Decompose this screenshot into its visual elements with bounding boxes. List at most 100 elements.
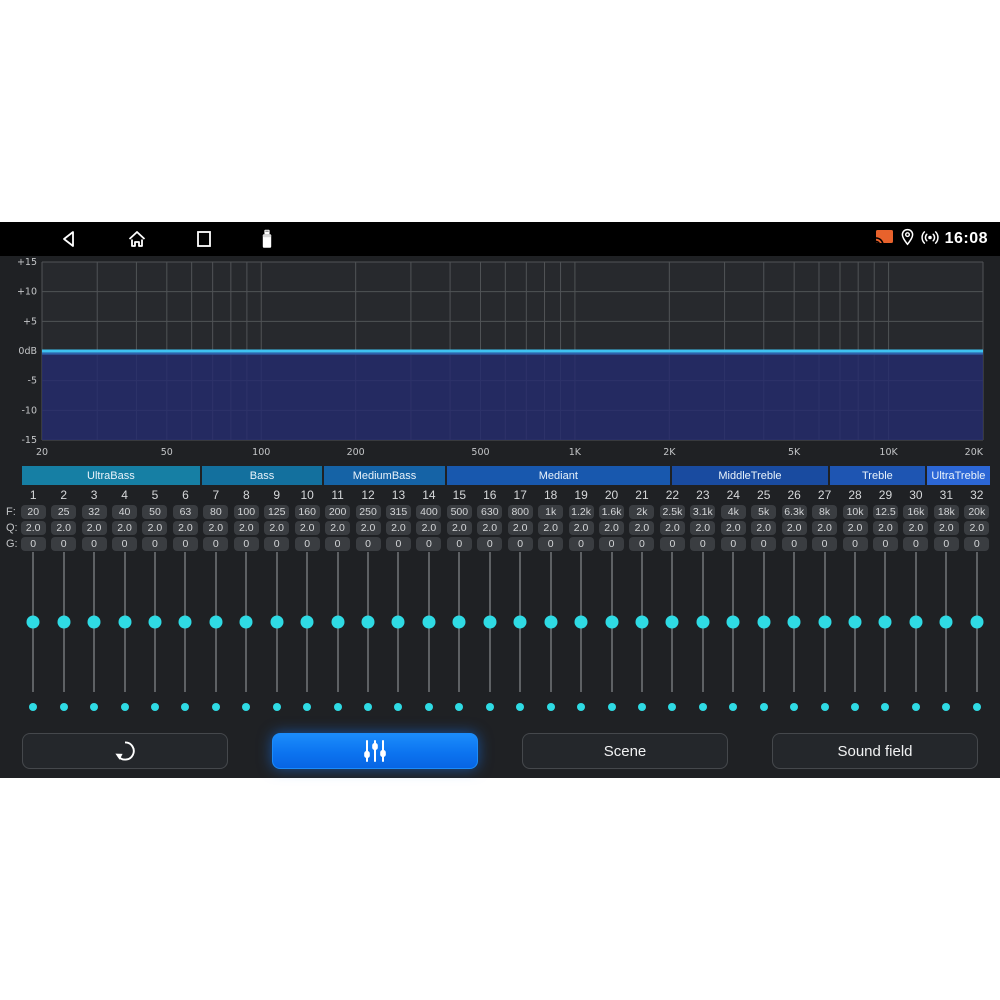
slider-knob[interactable] bbox=[118, 615, 132, 629]
band-indicator-dot[interactable] bbox=[759, 703, 768, 711]
frequency-chip[interactable]: 40 bbox=[112, 505, 138, 519]
gain-chip[interactable]: 0 bbox=[812, 537, 838, 551]
frequency-chip[interactable]: 1.2k bbox=[568, 505, 594, 519]
slider-knob[interactable] bbox=[422, 615, 436, 629]
gain-chip[interactable]: 0 bbox=[355, 537, 381, 551]
scene-button[interactable]: Scene bbox=[522, 733, 728, 769]
frequency-chip[interactable]: 12.5 bbox=[872, 505, 898, 519]
q-chip[interactable]: 2.0 bbox=[781, 521, 807, 535]
q-chip[interactable]: 2.0 bbox=[538, 521, 564, 535]
band-indicator-dot[interactable] bbox=[455, 703, 464, 711]
gain-chip[interactable]: 0 bbox=[538, 537, 564, 551]
band-indicator-dot[interactable] bbox=[972, 703, 981, 711]
frequency-chip[interactable]: 400 bbox=[416, 505, 442, 519]
gain-chip[interactable]: 0 bbox=[112, 537, 138, 551]
frequency-chip[interactable]: 250 bbox=[355, 505, 381, 519]
band-group-mediumbass[interactable]: MediumBass bbox=[324, 466, 445, 485]
slider-knob[interactable] bbox=[878, 615, 892, 629]
gain-chip[interactable]: 0 bbox=[51, 537, 77, 551]
band-indicator-dot[interactable] bbox=[881, 703, 890, 711]
band-indicator-dot[interactable] bbox=[516, 703, 525, 711]
band-indicator-dot[interactable] bbox=[333, 703, 342, 711]
q-chip[interactable]: 2.0 bbox=[477, 521, 503, 535]
gain-chip[interactable]: 0 bbox=[142, 537, 168, 551]
frequency-chip[interactable]: 32 bbox=[81, 505, 107, 519]
gain-chip[interactable]: 0 bbox=[264, 537, 290, 551]
slider-knob[interactable] bbox=[331, 615, 345, 629]
band-indicator-dot[interactable] bbox=[424, 703, 433, 711]
band-indicator-dot[interactable] bbox=[242, 703, 251, 711]
band-indicator-dot[interactable] bbox=[485, 703, 494, 711]
slider-knob[interactable] bbox=[209, 615, 223, 629]
equalizer-button[interactable] bbox=[272, 733, 478, 769]
q-chip[interactable]: 2.0 bbox=[203, 521, 229, 535]
slider-knob[interactable] bbox=[26, 615, 40, 629]
q-chip[interactable]: 2.0 bbox=[964, 521, 990, 535]
slider-knob[interactable] bbox=[635, 615, 649, 629]
band-indicator-dot[interactable] bbox=[668, 703, 677, 711]
band-indicator-dot[interactable] bbox=[120, 703, 129, 711]
band-group-middletreble[interactable]: MiddleTreble bbox=[671, 466, 828, 485]
q-chip[interactable]: 2.0 bbox=[112, 521, 138, 535]
band-indicator-dot[interactable] bbox=[546, 703, 555, 711]
frequency-chip[interactable]: 2.5k bbox=[659, 505, 685, 519]
gain-chip[interactable]: 0 bbox=[446, 537, 472, 551]
frequency-chip[interactable]: 630 bbox=[477, 505, 503, 519]
gain-chip[interactable]: 0 bbox=[933, 537, 959, 551]
q-chip[interactable]: 2.0 bbox=[294, 521, 320, 535]
gain-chip[interactable]: 0 bbox=[781, 537, 807, 551]
band-group-ultratreble[interactable]: UltraTreble bbox=[926, 466, 990, 485]
q-chip[interactable]: 2.0 bbox=[51, 521, 77, 535]
band-indicator-dot[interactable] bbox=[729, 703, 738, 711]
gain-chip[interactable]: 0 bbox=[233, 537, 259, 551]
band-indicator-dot[interactable] bbox=[59, 703, 68, 711]
reset-button[interactable] bbox=[22, 733, 228, 769]
band-indicator-dot[interactable] bbox=[851, 703, 860, 711]
frequency-chip[interactable]: 18k bbox=[933, 505, 959, 519]
q-chip[interactable]: 2.0 bbox=[720, 521, 746, 535]
slider-knob[interactable] bbox=[148, 615, 162, 629]
gain-chip[interactable]: 0 bbox=[842, 537, 868, 551]
slider-knob[interactable] bbox=[452, 615, 466, 629]
frequency-chip[interactable]: 800 bbox=[507, 505, 533, 519]
q-chip[interactable]: 2.0 bbox=[20, 521, 46, 535]
frequency-chip[interactable]: 125 bbox=[264, 505, 290, 519]
frequency-chip[interactable]: 16k bbox=[903, 505, 929, 519]
frequency-chip[interactable]: 20k bbox=[964, 505, 990, 519]
gain-chip[interactable]: 0 bbox=[751, 537, 777, 551]
frequency-chip[interactable]: 500 bbox=[446, 505, 472, 519]
gain-chip[interactable]: 0 bbox=[568, 537, 594, 551]
band-group-mediant[interactable]: Mediant bbox=[446, 466, 670, 485]
gain-chip[interactable]: 0 bbox=[599, 537, 625, 551]
band-indicator-dot[interactable] bbox=[364, 703, 373, 711]
q-chip[interactable]: 2.0 bbox=[446, 521, 472, 535]
band-group-ultrabass[interactable]: UltraBass bbox=[22, 466, 200, 485]
sound-field-button[interactable]: Sound field bbox=[772, 733, 978, 769]
band-indicator-dot[interactable] bbox=[942, 703, 951, 711]
q-chip[interactable]: 2.0 bbox=[355, 521, 381, 535]
q-chip[interactable]: 2.0 bbox=[325, 521, 351, 535]
q-chip[interactable]: 2.0 bbox=[416, 521, 442, 535]
q-chip[interactable]: 2.0 bbox=[751, 521, 777, 535]
gain-chip[interactable]: 0 bbox=[477, 537, 503, 551]
band-indicator-dot[interactable] bbox=[607, 703, 616, 711]
band-group-bass[interactable]: Bass bbox=[201, 466, 323, 485]
frequency-chip[interactable]: 10k bbox=[842, 505, 868, 519]
q-chip[interactable]: 2.0 bbox=[599, 521, 625, 535]
slider-knob[interactable] bbox=[361, 615, 375, 629]
frequency-chip[interactable]: 4k bbox=[720, 505, 746, 519]
frequency-chip[interactable]: 3.1k bbox=[690, 505, 716, 519]
q-chip[interactable]: 2.0 bbox=[690, 521, 716, 535]
q-chip[interactable]: 2.0 bbox=[629, 521, 655, 535]
frequency-chip[interactable]: 100 bbox=[233, 505, 259, 519]
q-chip[interactable]: 2.0 bbox=[842, 521, 868, 535]
gain-chip[interactable]: 0 bbox=[385, 537, 411, 551]
slider-knob[interactable] bbox=[605, 615, 619, 629]
gain-chip[interactable]: 0 bbox=[294, 537, 320, 551]
band-indicator-dot[interactable] bbox=[790, 703, 799, 711]
q-chip[interactable]: 2.0 bbox=[385, 521, 411, 535]
slider-knob[interactable] bbox=[757, 615, 771, 629]
gain-chip[interactable]: 0 bbox=[325, 537, 351, 551]
slider-knob[interactable] bbox=[178, 615, 192, 629]
gain-chip[interactable]: 0 bbox=[172, 537, 198, 551]
